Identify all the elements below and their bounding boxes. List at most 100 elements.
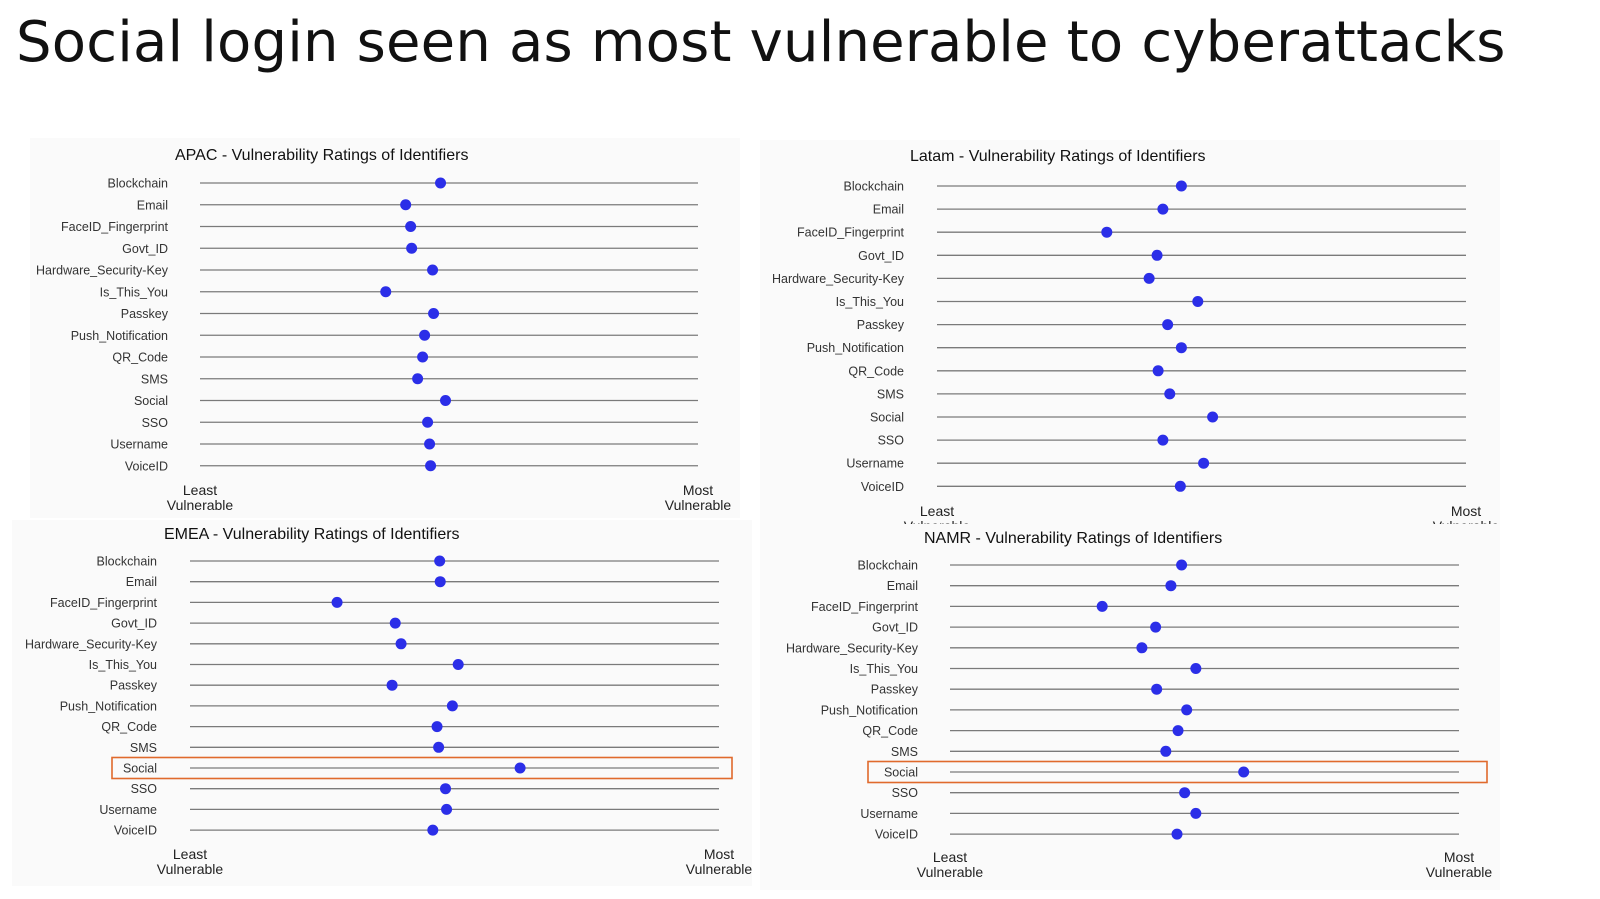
data-point-is-this-you (1192, 296, 1204, 307)
category-label-voiceid: VoiceID (861, 480, 904, 494)
category-label-username: Username (110, 438, 168, 452)
chart-title: NAMR - Vulnerability Ratings of Identifi… (924, 530, 1222, 547)
category-label-qr-code: QR_Code (862, 724, 918, 738)
category-label-govt-id: Govt_ID (858, 249, 904, 263)
category-label-push-notification: Push_Notification (821, 703, 918, 717)
category-label-sms: SMS (130, 741, 157, 755)
data-point-qr-code (431, 721, 443, 733)
category-label-hardware-security-key: Hardware_Security-Key (786, 641, 919, 655)
category-label-is-this-you: Is_This_You (836, 295, 904, 309)
data-point-voiceid (1174, 480, 1186, 492)
data-point-qr-code (1152, 365, 1164, 377)
highlight-box (867, 760, 1488, 784)
data-point-push-notification (1175, 342, 1187, 354)
data-point-hardware-security-key (427, 264, 439, 276)
data-point-qr-code (417, 351, 429, 363)
category-label-social: Social (134, 394, 168, 408)
category-label-govt-id: Govt_ID (122, 242, 168, 256)
category-label-is-this-you: Is_This_You (850, 662, 918, 676)
data-point-blockchain (435, 177, 447, 189)
data-point-push-notification (419, 329, 431, 341)
category-label-username: Username (99, 803, 157, 817)
category-label-passkey: Passkey (121, 307, 169, 321)
chart-title: EMEA - Vulnerability Ratings of Identifi… (164, 526, 460, 543)
data-point-blockchain (1176, 559, 1188, 571)
chart-background (30, 138, 740, 518)
category-label-qr-code: QR_Code (848, 364, 904, 378)
data-point-faceid-fingerprint (405, 221, 417, 232)
data-point-hardware-security-key (1143, 272, 1155, 284)
data-point-is-this-you (1190, 663, 1202, 674)
data-point-sso (440, 783, 452, 795)
data-point-email (1157, 203, 1169, 215)
category-label-push-notification: Push_Notification (60, 699, 157, 713)
category-label-passkey: Passkey (857, 318, 905, 332)
data-point-is-this-you (380, 286, 392, 298)
data-point-govt-id (1151, 249, 1163, 261)
data-point-push-notification (446, 700, 458, 712)
data-point-sms (412, 373, 424, 385)
category-label-email: Email (137, 198, 168, 212)
category-label-sso: SSO (131, 782, 158, 796)
data-point-email (434, 576, 446, 588)
data-point-username (1198, 457, 1210, 469)
data-point-passkey (386, 679, 398, 691)
category-label-qr-code: QR_Code (101, 720, 157, 734)
category-label-voiceid: VoiceID (125, 459, 168, 473)
category-label-hardware-security-key: Hardware_Security-Key (772, 272, 905, 286)
data-point-voiceid (425, 460, 437, 472)
category-label-faceid-fingerprint: FaceID_Fingerprint (797, 226, 905, 240)
data-point-email (400, 199, 412, 211)
category-label-govt-id: Govt_ID (872, 621, 918, 635)
apac-chart: APAC - Vulnerability Ratings of Identifi… (30, 138, 740, 518)
data-point-qr-code (1172, 725, 1184, 737)
chart-background (760, 524, 1500, 890)
data-point-blockchain (434, 555, 446, 567)
category-label-social: Social (870, 411, 904, 425)
chart-background (760, 140, 1500, 524)
category-label-push-notification: Push_Notification (807, 341, 904, 355)
emea-chart: EMEA - Vulnerability Ratings of Identifi… (12, 520, 752, 886)
data-point-username (424, 438, 436, 450)
data-point-faceid-fingerprint (331, 596, 343, 608)
data-point-blockchain (1175, 180, 1187, 192)
data-point-voiceid (427, 824, 439, 836)
category-label-username: Username (846, 457, 904, 471)
namr-chart: NAMR - Vulnerability Ratings of Identifi… (760, 524, 1500, 890)
data-point-faceid-fingerprint (1096, 600, 1108, 612)
category-label-blockchain: Blockchain (858, 559, 918, 573)
data-point-hardware-security-key (395, 638, 407, 650)
category-label-username: Username (860, 807, 918, 821)
category-label-sms: SMS (141, 372, 168, 386)
data-point-govt-id (1150, 621, 1162, 633)
data-point-is-this-you (452, 659, 464, 670)
data-point-sms (1160, 745, 1172, 757)
chart-background (12, 520, 752, 886)
data-point-govt-id (389, 617, 401, 629)
data-point-social (440, 395, 452, 406)
data-point-sso (1157, 434, 1169, 446)
category-label-sso: SSO (878, 434, 905, 448)
category-label-faceid-fingerprint: FaceID_Fingerprint (811, 600, 919, 614)
data-point-social (514, 762, 526, 774)
category-label-is-this-you: Is_This_You (100, 285, 168, 299)
category-label-passkey: Passkey (110, 679, 158, 693)
category-label-blockchain: Blockchain (97, 555, 157, 569)
category-label-qr-code: QR_Code (112, 351, 168, 365)
category-label-voiceid: VoiceID (114, 824, 157, 838)
chart-title: Latam - Vulnerability Ratings of Identif… (910, 148, 1206, 165)
slide-title: Social login seen as most vulnerable to … (16, 10, 1506, 75)
data-point-passkey (1162, 319, 1174, 331)
category-label-hardware-security-key: Hardware_Security-Key (25, 637, 158, 651)
category-label-hardware-security-key: Hardware_Security-Key (36, 264, 169, 278)
category-label-push-notification: Push_Notification (71, 329, 168, 343)
data-point-faceid-fingerprint (1101, 226, 1113, 238)
category-label-social: Social (123, 762, 157, 776)
data-point-passkey (428, 308, 440, 319)
category-label-passkey: Passkey (871, 683, 919, 697)
category-label-sms: SMS (877, 387, 904, 401)
data-point-username (441, 803, 453, 815)
